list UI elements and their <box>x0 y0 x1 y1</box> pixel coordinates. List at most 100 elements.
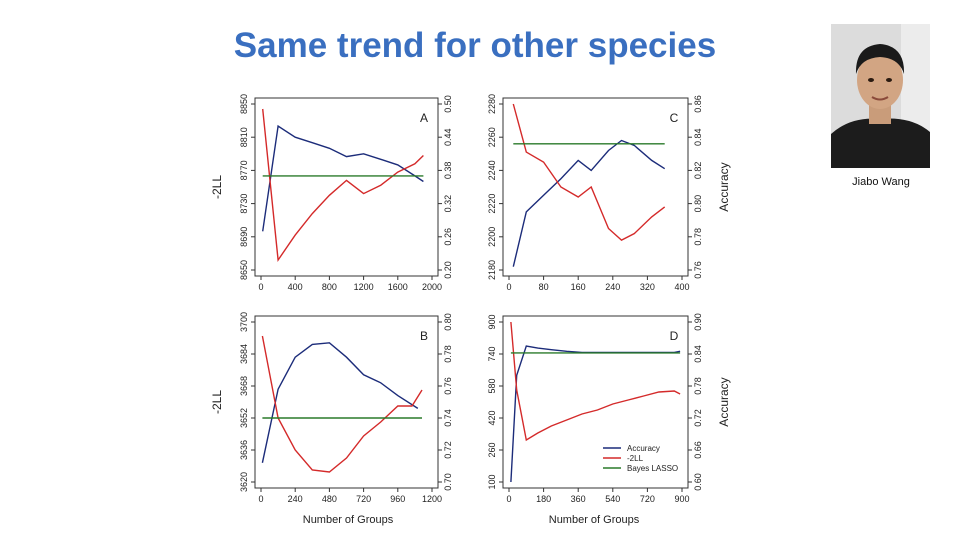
legend-label: -2LL <box>627 454 644 463</box>
left-tick-label: 3668 <box>239 376 249 396</box>
right-tick-label: 0.60 <box>693 473 703 491</box>
x-tick-label: 720 <box>356 494 371 504</box>
x-tick-label: 160 <box>571 282 586 292</box>
left-tick-label: 8650 <box>239 260 249 280</box>
left-tick-label: 2180 <box>487 260 497 280</box>
chart-panel-d: 0 180 360 540 720 900 100 260 420 580 740 900 0.60 0.… <box>487 313 731 504</box>
right-tick-label: 0.80 <box>443 313 453 331</box>
plot-frame <box>254 97 439 277</box>
left-tick-label: 8690 <box>239 227 249 247</box>
x-tick-label: 1600 <box>388 282 408 292</box>
x-tick-label: 400 <box>674 282 689 292</box>
x-tick-label: 400 <box>288 282 303 292</box>
right-tick-label: 0.26 <box>443 228 453 246</box>
right-tick-label: 0.78 <box>693 228 703 246</box>
right-tick-label: 0.44 <box>443 128 453 146</box>
chart-panel-b: 0 240 480 720 960 1200 3620 3636 3652 3668 3684 370… <box>210 312 453 504</box>
left-tick-label: 900 <box>487 314 497 329</box>
right-axis-label: Accuracy <box>717 162 731 211</box>
x-tick-label: 900 <box>674 494 689 504</box>
left-tick-label: 3684 <box>239 344 249 364</box>
x-tick-label: 0 <box>506 494 511 504</box>
panel-letter: A <box>420 111 428 125</box>
x-axis-label-left: Number of Groups <box>303 514 394 526</box>
left-tick-label: 580 <box>487 378 497 393</box>
x-tick-label: 960 <box>390 494 405 504</box>
x-tick-label: 240 <box>288 494 303 504</box>
right-tick-label: 0.90 <box>693 313 703 331</box>
left-tick-label: 2280 <box>487 94 497 114</box>
legend-label: Accuracy <box>627 444 660 453</box>
right-tick-label: 0.82 <box>693 162 703 180</box>
x-tick-label: 480 <box>322 494 337 504</box>
left-tick-label: 100 <box>487 474 497 489</box>
right-tick-label: 0.78 <box>693 377 703 395</box>
plot-frame <box>502 315 689 489</box>
photo-caption: Jiabo Wang <box>852 176 910 188</box>
panel-letter: D <box>670 329 679 343</box>
x-tick-label: 0 <box>258 282 263 292</box>
right-tick-label: 0.66 <box>693 441 703 459</box>
right-tick-label: 0.86 <box>693 95 703 113</box>
chart-panel-c: 0 80 160 240 320 400 2180 2200 2220 2240 2260 2280 0… <box>487 94 731 292</box>
right-tick-label: 0.38 <box>443 162 453 180</box>
left-tick-label: 2260 <box>487 127 497 147</box>
x-tick-label: 360 <box>571 494 586 504</box>
chart-panel-a: 0 400 800 1200 1600 2000 8650 8690 8730 8770 8810 8… <box>210 94 453 292</box>
left-tick-label: 3652 <box>239 408 249 428</box>
right-tick-label: 0.80 <box>693 195 703 213</box>
x-axis-label-right: Number of Groups <box>549 514 640 526</box>
x-tick-label: 2000 <box>422 282 442 292</box>
left-tick-label: 8730 <box>239 194 249 214</box>
right-tick-label: 0.84 <box>693 345 703 363</box>
x-tick-label: 320 <box>640 282 655 292</box>
left-axis-label: -2LL <box>210 175 224 199</box>
series-line-accuracy <box>261 342 419 463</box>
x-tick-label: 0 <box>506 282 511 292</box>
panel-letter: C <box>670 111 679 125</box>
series-line--2ll <box>262 108 424 262</box>
series-line--2ll <box>510 321 681 442</box>
right-tick-label: 0.32 <box>443 195 453 213</box>
right-tick-label: 0.78 <box>443 345 453 363</box>
x-tick-label: 1200 <box>422 494 442 504</box>
right-tick-label: 0.76 <box>693 261 703 279</box>
slide-title: Same trend for other species <box>233 26 717 65</box>
series-line-accuracy <box>512 139 666 267</box>
series-line--2ll <box>512 103 666 241</box>
series-line-accuracy <box>262 124 424 232</box>
x-tick-label: 180 <box>536 494 551 504</box>
left-tick-label: 420 <box>487 410 497 425</box>
x-tick-label: 240 <box>605 282 620 292</box>
panel-letter: B <box>420 329 428 343</box>
right-tick-label: 0.20 <box>443 261 453 279</box>
person-photo <box>831 24 930 168</box>
left-axis-label: -2LL <box>210 390 224 414</box>
x-tick-label: 80 <box>539 282 549 292</box>
left-tick-label: 8850 <box>239 94 249 114</box>
x-tick-label: 0 <box>258 494 263 504</box>
left-tick-label: 3620 <box>239 472 249 492</box>
left-tick-label: 2220 <box>487 194 497 214</box>
x-tick-label: 800 <box>322 282 337 292</box>
left-tick-label: 8770 <box>239 160 249 180</box>
right-axis-label: Accuracy <box>717 377 731 426</box>
right-tick-label: 0.72 <box>693 409 703 427</box>
series-line--2ll <box>261 335 423 473</box>
right-tick-label: 0.84 <box>693 128 703 146</box>
left-tick-label: 260 <box>487 442 497 457</box>
person-photo-icon <box>831 24 930 168</box>
right-tick-label: 0.76 <box>443 377 453 395</box>
left-tick-label: 3700 <box>239 312 249 332</box>
right-tick-label: 0.72 <box>443 441 453 459</box>
right-tick-label: 0.70 <box>443 473 453 491</box>
right-tick-label: 0.74 <box>443 409 453 427</box>
x-tick-label: 1200 <box>354 282 374 292</box>
left-tick-label: 3636 <box>239 440 249 460</box>
left-tick-label: 8810 <box>239 127 249 147</box>
right-tick-label: 0.50 <box>443 95 453 113</box>
left-tick-label: 740 <box>487 346 497 361</box>
x-tick-label: 540 <box>605 494 620 504</box>
